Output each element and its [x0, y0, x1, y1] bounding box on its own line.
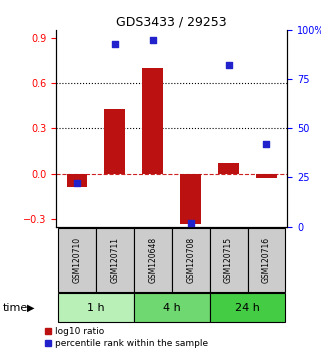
Bar	[134, 293, 210, 322]
Bar	[256, 174, 277, 178]
Bar	[143, 68, 163, 174]
Point	[188, 220, 193, 225]
Text: GSM120715: GSM120715	[224, 237, 233, 283]
Bar	[58, 293, 134, 322]
Point	[264, 141, 269, 147]
Bar	[66, 174, 87, 187]
Point	[226, 63, 231, 68]
Point	[150, 37, 155, 43]
Bar	[58, 228, 96, 292]
Text: 24 h: 24 h	[235, 303, 260, 313]
Bar	[180, 174, 201, 223]
Text: ▶: ▶	[27, 303, 34, 313]
Bar	[210, 228, 247, 292]
Bar	[218, 163, 239, 174]
Text: GSM120710: GSM120710	[73, 237, 82, 283]
Text: GSM120711: GSM120711	[110, 237, 119, 283]
Text: GSM120648: GSM120648	[148, 237, 157, 283]
Bar	[172, 228, 210, 292]
Point	[112, 41, 117, 47]
Text: 4 h: 4 h	[163, 303, 181, 313]
Title: GDS3433 / 29253: GDS3433 / 29253	[117, 16, 227, 29]
Text: GSM120708: GSM120708	[186, 237, 195, 283]
Text: 1 h: 1 h	[87, 303, 105, 313]
Bar	[96, 228, 134, 292]
Bar	[247, 228, 285, 292]
Legend: log10 ratio, percentile rank within the sample: log10 ratio, percentile rank within the …	[45, 327, 209, 348]
Bar	[134, 228, 172, 292]
Bar	[104, 109, 125, 174]
Point	[74, 181, 80, 186]
Text: time: time	[3, 303, 29, 313]
Text: GSM120716: GSM120716	[262, 237, 271, 283]
Bar	[210, 293, 285, 322]
